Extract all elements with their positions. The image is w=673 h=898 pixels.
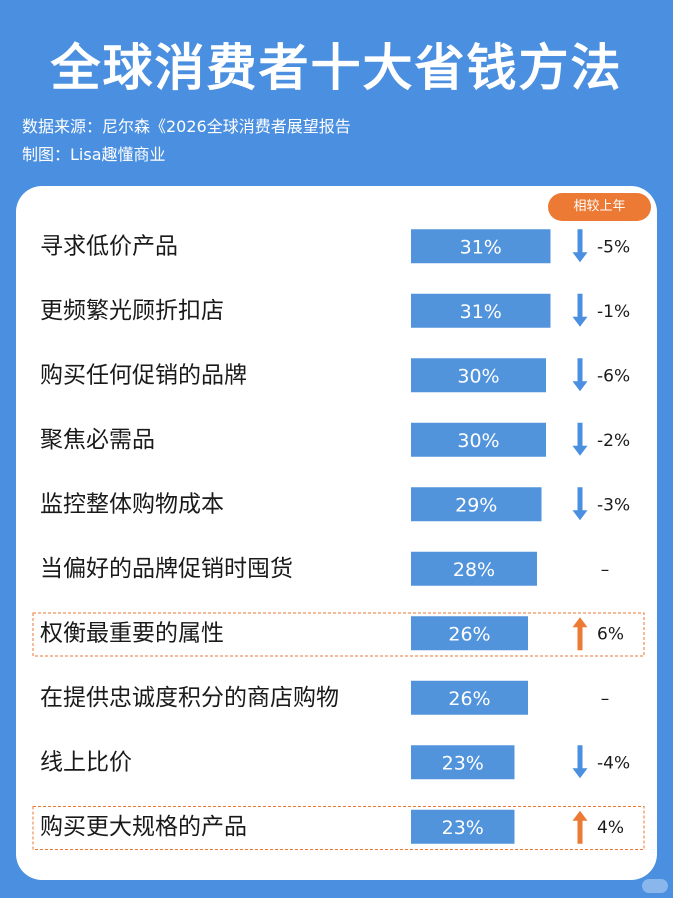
value-bar: [411, 551, 537, 586]
value-label: 31%: [460, 236, 502, 258]
value-bar: [411, 487, 542, 522]
value-label: 28%: [453, 559, 495, 581]
category-label: 线上比价: [40, 749, 132, 775]
category-label: 权衡最重要的属性: [40, 620, 224, 646]
category-label: 更频繁光顾折扣店: [40, 298, 224, 324]
value-bar: [411, 616, 528, 651]
change-label: -6%: [597, 366, 630, 386]
change-label: -5%: [597, 237, 630, 257]
value-label: 30%: [457, 365, 499, 387]
down-arrow-icon: [572, 229, 588, 263]
down-arrow-icon: [572, 745, 588, 779]
change-label: 6%: [597, 624, 624, 644]
change-label: -3%: [597, 495, 630, 515]
category-label: 聚焦必需品: [40, 427, 155, 453]
category-label: 购买任何促销的品牌: [40, 362, 247, 388]
value-label: 26%: [448, 688, 490, 710]
value-label: 23%: [442, 817, 484, 839]
value-bar: [411, 680, 528, 715]
down-arrow-icon: [572, 422, 588, 456]
change-label: -2%: [597, 431, 630, 451]
category-label: 购买更大规格的产品: [40, 814, 247, 840]
value-label: 26%: [448, 623, 490, 645]
value-bar: [411, 293, 551, 328]
highlight-box: [32, 806, 645, 850]
change-label: 4%: [597, 818, 624, 838]
data-source: 数据来源：尼尔森《2026全球消费者展望报告: [22, 117, 351, 136]
category-label: 当偏好的品牌促销时囤货: [40, 556, 293, 582]
value-bar: [411, 229, 551, 264]
change-label: –: [601, 560, 610, 580]
value-label: 31%: [460, 301, 502, 323]
watermark-mark: [642, 879, 668, 893]
year-over-year-badge: 相较上年: [548, 193, 651, 221]
down-arrow-icon: [572, 293, 588, 327]
up-arrow-icon: [572, 617, 588, 651]
value-label: 30%: [457, 430, 499, 452]
highlight-box: [32, 612, 645, 657]
category-label: 在提供忠诚度积分的商店购物: [40, 685, 339, 711]
value-bar: [411, 809, 515, 844]
page-title: 全球消费者十大省钱方法: [50, 39, 623, 97]
value-bar: [411, 358, 546, 393]
value-bar: [411, 422, 546, 457]
chart-credit: 制图：Lisa趣懂商业: [22, 145, 166, 164]
up-arrow-icon: [572, 810, 588, 844]
value-label: 23%: [442, 752, 484, 774]
value-bar: [411, 745, 515, 780]
category-label: 寻求低价产品: [40, 233, 178, 259]
change-label: -1%: [597, 302, 630, 322]
category-label: 监控整体购物成本: [40, 491, 224, 517]
down-arrow-icon: [572, 487, 588, 521]
change-label: -4%: [597, 753, 630, 773]
down-arrow-icon: [572, 358, 588, 392]
change-label: –: [601, 689, 610, 709]
value-label: 29%: [455, 494, 497, 516]
